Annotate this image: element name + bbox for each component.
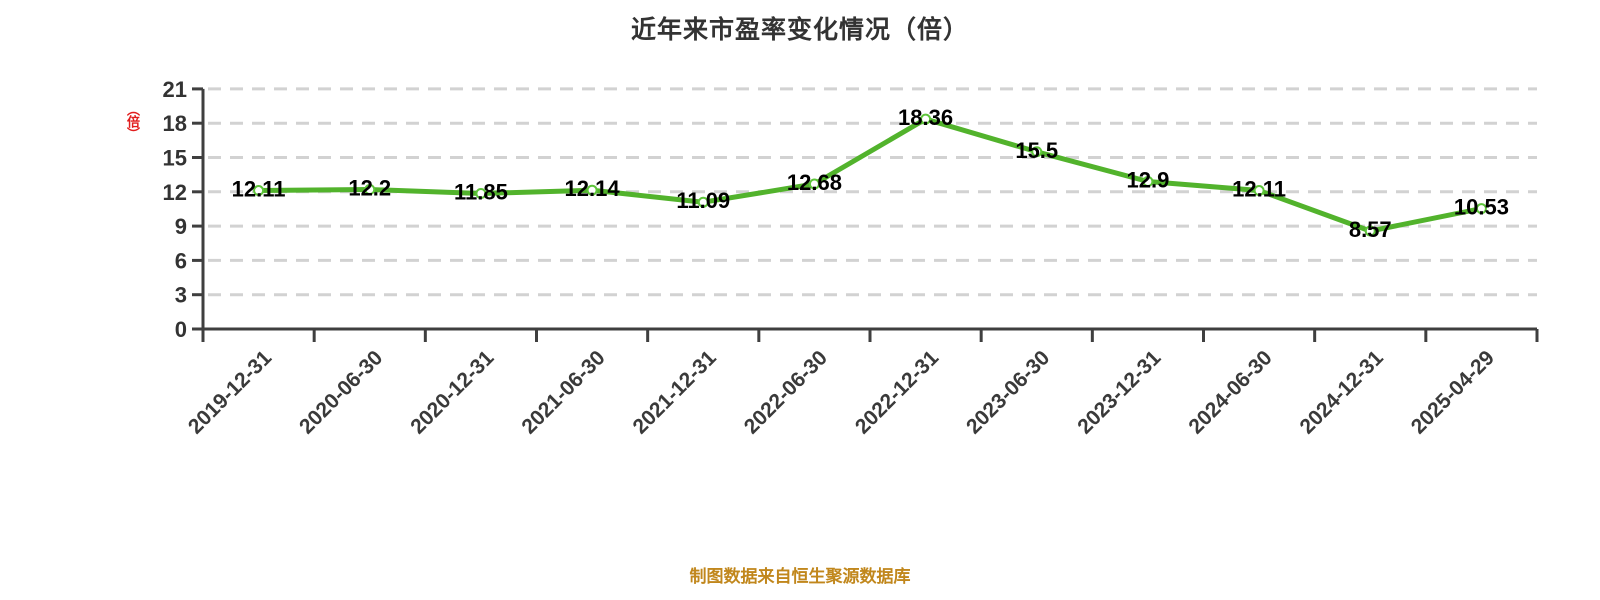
x-tick-label: 2022-06-30: [740, 346, 832, 438]
x-tick-label: 2025-04-29: [1407, 346, 1499, 438]
y-tick-label: 3: [175, 283, 187, 308]
y-tick-label: 12: [163, 180, 187, 205]
x-tick-label: 2024-06-30: [1184, 346, 1276, 438]
data-source-footer: 制图数据来自恒生聚源数据库: [689, 567, 911, 586]
y-tick-label: 9: [175, 214, 187, 239]
y-tick-label: 0: [175, 317, 187, 342]
series-line: [256, 116, 1484, 234]
data-point-label: 15.5: [1015, 138, 1058, 163]
x-tick-label: 2023-06-30: [962, 346, 1054, 438]
data-point-marker: [1142, 176, 1154, 188]
x-tick-label: 2022-12-31: [851, 346, 943, 438]
data-point-label: 11.09: [676, 188, 730, 213]
data-point-label: 12.68: [787, 170, 842, 195]
data-point-marker: [1475, 203, 1487, 215]
data-point-label: 10.53: [1454, 195, 1509, 220]
data-point-marker: [586, 184, 598, 196]
data-point-marker: [475, 188, 487, 200]
data-point-label: 12.2: [348, 176, 391, 201]
data-point-label: 12.14: [565, 176, 621, 201]
chart-title: 近年来市盈率变化情况（倍）: [630, 16, 969, 44]
data-point-marker: [253, 185, 265, 197]
x-tick-label: 2020-12-31: [406, 346, 498, 438]
y-tick-label: 18: [163, 111, 187, 136]
data-point-label: 12.9: [1127, 168, 1170, 193]
data-point-label: 8.57: [1349, 217, 1392, 242]
data-point-marker: [808, 178, 820, 190]
y-tick-label: 6: [175, 248, 187, 273]
x-tick-label: 2023-12-31: [1073, 346, 1165, 438]
y-axis-unit-label: （倍）: [125, 103, 140, 139]
data-point-marker: [1253, 185, 1265, 197]
data-point-label: 12.11: [1232, 177, 1286, 202]
y-tick-label: 15: [163, 146, 187, 171]
data-point-label: 11.85: [454, 180, 508, 205]
y-tick-label: 21: [163, 77, 187, 102]
data-point-label: 18.36: [898, 105, 953, 130]
x-tick-label: 2021-06-30: [517, 346, 609, 438]
line-chart-canvas: 0 3 6 9 12 15 18 21 2019-12-31 2020-06-30 2020-12-…: [163, 77, 1539, 438]
data-point-label: 12.11: [232, 177, 286, 202]
data-point-marker: [920, 113, 932, 125]
data-point-marker: [1031, 146, 1043, 158]
data-point-marker: [1364, 225, 1376, 237]
x-tick-label: 2021-12-31: [629, 346, 721, 438]
x-tick-label: 2019-12-31: [184, 346, 276, 438]
x-tick-label: 2024-12-31: [1296, 346, 1388, 438]
data-point-marker: [364, 184, 376, 196]
x-tick-label: 2020-06-30: [295, 346, 387, 438]
data-point-marker: [697, 196, 709, 208]
